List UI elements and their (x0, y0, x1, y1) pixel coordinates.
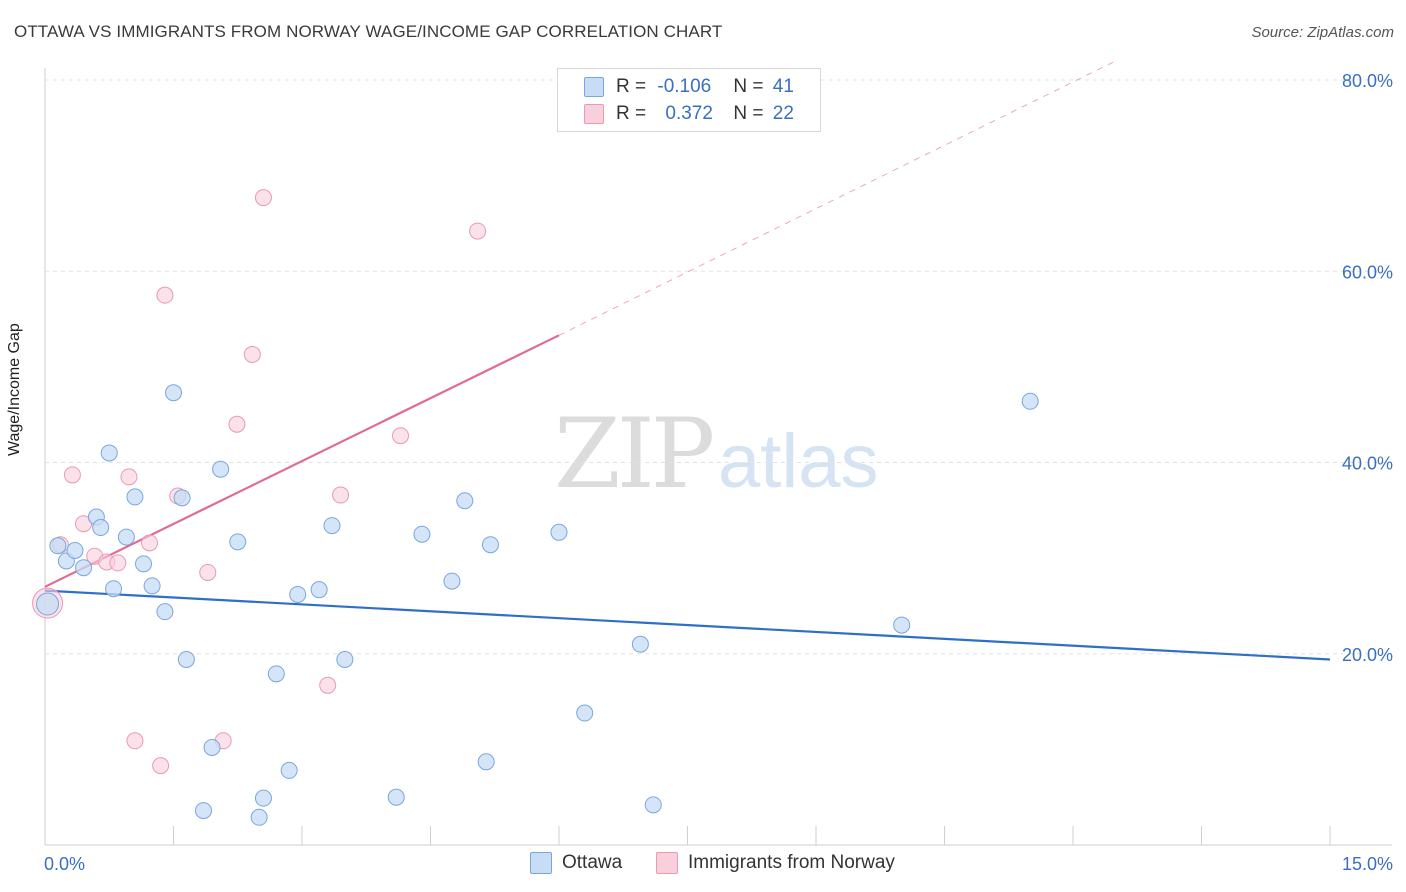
point-ottawa (289, 585, 307, 603)
point-ottawa (92, 519, 110, 537)
y-tick-label: 80.0% (1342, 71, 1393, 91)
point-norway (469, 222, 487, 240)
point-norway (319, 676, 337, 694)
legend-r-value: -0.106 (657, 76, 712, 97)
point-ottawa (254, 789, 272, 807)
bottom-legend-norway: Immigrants from Norway (656, 852, 895, 874)
point-norway (63, 466, 81, 484)
data-points (32, 189, 1039, 826)
point-ottawa (550, 523, 568, 541)
legend-row-ottawa: R = -0.106 N = 41 (584, 75, 794, 99)
point-norway (156, 286, 174, 304)
legend-n-label: N = (733, 103, 769, 124)
point-norway (332, 486, 350, 504)
axes (44, 68, 1392, 846)
bottom-legend-ottawa: Ottawa (530, 852, 622, 874)
legend-r-label: R = (616, 76, 652, 97)
chart-title: OTTAWA VS IMMIGRANTS FROM NORWAY WAGE/IN… (14, 22, 723, 41)
point-norway (254, 189, 272, 207)
watermark-atlas: atlas (718, 419, 879, 504)
point-ottawa (105, 580, 123, 598)
point-ottawa (250, 808, 268, 826)
stats-legend: R = -0.106 N = 41 R = 0.372 N = 22 (557, 68, 821, 132)
y-tick-label: 60.0% (1342, 262, 1393, 282)
point-ottawa (173, 489, 191, 507)
point-ottawa (177, 650, 195, 668)
point-norway (109, 554, 127, 572)
point-norway (228, 415, 246, 433)
y-axis-label: Wage/Income Gap (6, 323, 23, 456)
point-ottawa (165, 384, 182, 402)
point-ottawa (229, 533, 247, 551)
bottom-legend-swatch-norway (656, 852, 678, 874)
gridlines (45, 79, 1392, 655)
point-ottawa (631, 635, 649, 653)
point-ottawa (477, 753, 495, 771)
trendline-norway (44, 334, 560, 588)
legend-n-label: N = (733, 76, 769, 97)
point-ottawa (66, 541, 84, 559)
point-ottawa (443, 572, 461, 590)
point-ottawa (893, 616, 911, 634)
point-ottawa (1021, 392, 1039, 410)
point-norway (126, 732, 144, 750)
trendlines (44, 60, 1331, 661)
point-ottawa (310, 581, 328, 599)
point-ottawa (203, 738, 221, 756)
point-ottawa (100, 444, 118, 462)
point-ottawa (212, 460, 230, 478)
watermark-zip: ZIP (554, 398, 715, 510)
point-ottawa (413, 525, 431, 543)
legend-n-value: 41 (772, 76, 794, 97)
legend-r-value: 0.372 (665, 103, 713, 124)
point-ottawa (576, 704, 594, 722)
legend-swatch-norway (584, 104, 604, 124)
point-ottawa (280, 761, 298, 779)
point-ottawa (126, 488, 144, 506)
point-ottawa (456, 492, 474, 510)
tick-labels: 20.0% 40.0% 60.0% 80.0% 0.0% 15.0% (44, 71, 1393, 874)
point-ottawa (267, 665, 285, 683)
point-norway (243, 345, 261, 363)
point-norway (392, 427, 410, 445)
point-norway (120, 468, 138, 486)
legend-n-value: 22 (772, 103, 794, 124)
point-ottawa (323, 517, 341, 535)
point-ottawa (75, 559, 93, 577)
point-ottawa (644, 796, 662, 814)
bottom-legend-label-norway: Immigrants from Norway (688, 852, 895, 873)
point-norway (152, 757, 170, 775)
bottom-legend-label-ottawa: Ottawa (562, 852, 623, 873)
point-ottawa (156, 603, 174, 621)
point-ottawa (117, 528, 135, 546)
point-ottawa (387, 788, 405, 806)
y-tick-label: 40.0% (1342, 454, 1393, 474)
point-norway (141, 534, 159, 552)
legend-row-norway: R = 0.372 N = 22 (584, 102, 794, 126)
trendline-ottawa (44, 589, 1331, 661)
trendline-norway (558, 60, 1117, 336)
point-ottawa (143, 577, 161, 595)
point-ottawa (49, 537, 67, 555)
point-ottawa (194, 802, 212, 820)
legend-swatch-ottawa (584, 77, 604, 97)
point-norway (199, 563, 217, 581)
point-ottawa (135, 555, 153, 573)
point-ottawa (481, 536, 499, 554)
point-ottawa (36, 592, 60, 616)
bottom-legend-swatch-ottawa (530, 852, 552, 874)
legend-r-label: R = (616, 103, 652, 124)
x-tick-label: 15.0% (1342, 854, 1393, 874)
point-ottawa (336, 650, 354, 668)
y-tick-label: 20.0% (1342, 645, 1393, 665)
source-credit: Source: ZipAtlas.com (1251, 24, 1394, 41)
x-tick-label: 0.0% (44, 854, 85, 874)
